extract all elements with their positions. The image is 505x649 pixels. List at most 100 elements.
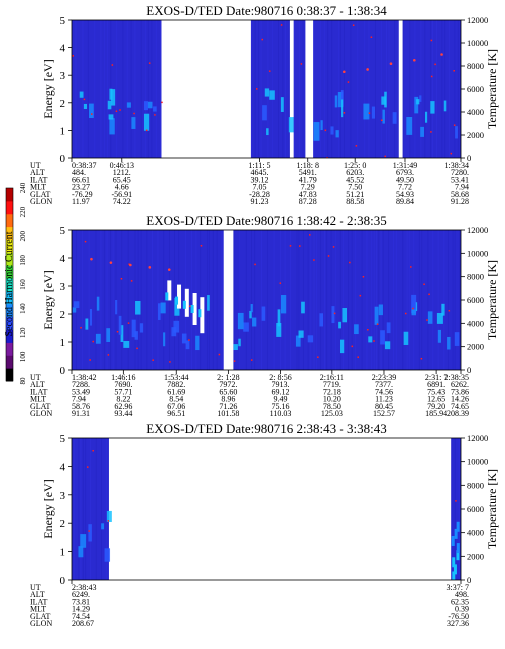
ephemeris-value: 7719.: [323, 380, 341, 389]
texture-stripe: [266, 230, 268, 370]
flux-enhancement: [334, 95, 338, 108]
ephemeris-value: 3:37: 7: [447, 583, 469, 592]
flux-enhancement: [233, 344, 238, 351]
texture-stripe: [374, 20, 376, 158]
ephemeris-value: 73.86: [451, 387, 469, 396]
y-tick-label: 4: [60, 43, 66, 55]
flux-enhancement: [126, 102, 131, 108]
ephemeris-row-label: ALT: [30, 168, 45, 177]
y-tick-label: 1: [60, 125, 66, 137]
texture-stripe: [151, 20, 153, 158]
y2-tick-label: 2000: [467, 130, 484, 140]
ephemeris-value: 7.05: [252, 183, 266, 192]
noise-point: [434, 63, 436, 66]
noise-point: [362, 275, 365, 278]
colorbar-swatch: [6, 200, 13, 215]
ephemeris-row-label: ILAT: [30, 597, 47, 606]
y2-tick-label: 8000: [467, 61, 484, 71]
y-tick-label: 4: [60, 461, 66, 473]
ephemeris-value: 2:16:11: [320, 373, 344, 382]
flux-enhancement: [371, 106, 376, 119]
flux-enhancement: [319, 313, 324, 327]
flux-enhancement: [424, 111, 428, 123]
texture-stripe: [190, 230, 192, 370]
colorbar-tick-label: 120: [19, 327, 27, 338]
ephemeris-row-label: ILAT: [30, 387, 47, 396]
texture-stripe: [459, 230, 461, 370]
noise-point: [373, 340, 375, 342]
noise-point: [261, 38, 264, 41]
flux-enhancement: [96, 296, 100, 311]
ephemeris-value: 152.57: [373, 409, 395, 418]
texture-stripe: [160, 20, 162, 158]
texture-stripe: [260, 20, 262, 158]
flux-enhancement: [411, 294, 417, 314]
texture-stripe: [351, 230, 353, 370]
y-axis-label: Energy [eV]: [41, 59, 55, 118]
flux-enhancement: [406, 116, 413, 135]
noise-point: [111, 64, 114, 66]
ephemeris-value: 65.45: [113, 175, 131, 184]
texture-stripe: [298, 20, 300, 158]
texture-stripe: [146, 230, 148, 370]
texture-stripe: [451, 438, 453, 580]
ephemeris-value: 7.72: [398, 183, 412, 192]
ephemeris-value: 208.39: [447, 409, 469, 418]
y2-tick-label: 12000: [467, 225, 488, 235]
flux-enhancement: [163, 332, 166, 347]
y-tick-label: 3: [60, 281, 66, 293]
noise-point: [200, 245, 203, 247]
colorbar-tick-label: 80: [19, 377, 27, 385]
flux-enhancement: [266, 128, 269, 136]
ephemeris-row-label: ILAT: [30, 175, 47, 184]
flux-enhancement: [338, 321, 341, 329]
texture-stripe: [432, 20, 434, 158]
texture-stripe: [326, 230, 328, 370]
texture-stripe: [337, 20, 339, 158]
noise-point: [355, 145, 358, 147]
y2-tick-label: 12000: [467, 15, 488, 25]
colorbar-tick-label: 160: [19, 279, 27, 290]
y-tick-label: 0: [60, 153, 66, 165]
flux-enhancement: [73, 301, 80, 308]
texture-stripe: [121, 230, 123, 370]
texture-stripe: [104, 20, 106, 158]
texture-stripe: [127, 230, 129, 370]
texture-stripe: [418, 230, 420, 370]
texture-stripe: [414, 20, 416, 158]
noise-point: [333, 312, 336, 315]
flux-enhancement: [340, 90, 344, 106]
data-segment: [451, 438, 461, 580]
noise-point: [279, 282, 282, 284]
ephemeris-row-label: MLT: [30, 605, 46, 614]
noise-point: [368, 112, 371, 114]
colorbar-swatch: [6, 213, 13, 228]
ephemeris-value: 62.35: [451, 597, 469, 606]
noise-point: [107, 354, 110, 356]
ephemeris-row-label: GLAT: [30, 612, 51, 621]
temperature-point: [413, 58, 416, 62]
noise-point: [92, 449, 94, 452]
texture-stripe: [388, 230, 390, 370]
texture-stripe: [441, 20, 443, 158]
texture-stripe: [420, 20, 422, 158]
flux-enhancement: [454, 332, 460, 346]
noise-point: [250, 359, 253, 361]
y2-tick-label: 8000: [467, 480, 484, 490]
noise-point: [169, 361, 171, 363]
colorbar-swatch: [6, 355, 13, 369]
ephemeris-value: 10.20: [323, 395, 341, 404]
panel-title: EXOS-D/TED Date:980716 1:38:42 - 2:38:35: [146, 213, 386, 228]
colorbar-swatch: [6, 239, 13, 253]
ephemeris-value: 53.49: [72, 387, 90, 396]
noise-point: [148, 62, 151, 64]
noise-point: [309, 234, 311, 236]
flux-enhancement: [437, 329, 441, 343]
flux-enhancement: [111, 89, 116, 106]
texture-stripe: [80, 438, 82, 580]
texture-stripe: [155, 20, 157, 158]
flux-enhancement: [374, 306, 379, 325]
texture-stripe: [348, 230, 350, 370]
y2-tick-label: 10000: [467, 457, 488, 467]
flux-enhancement: [456, 543, 460, 554]
